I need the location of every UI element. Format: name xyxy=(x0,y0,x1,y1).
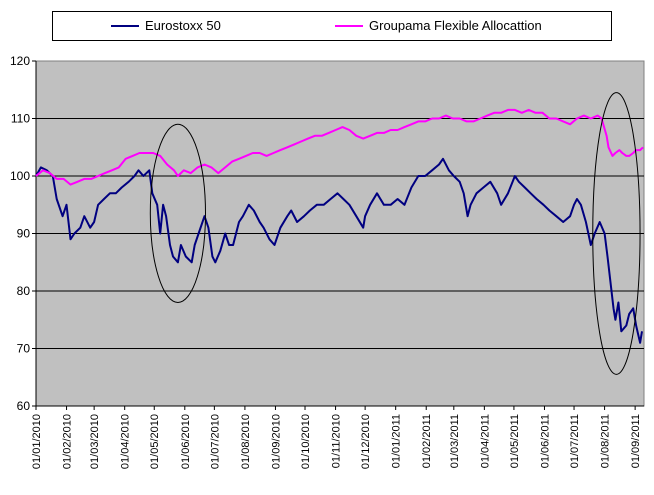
y-tick-label: 80 xyxy=(17,284,31,298)
x-tick-label: 01/09/2010 xyxy=(270,414,282,469)
chart-legend: Eurostoxx 50 Groupama Flexible Allocatti… xyxy=(52,11,612,41)
legend-label-eurostoxx: Eurostoxx 50 xyxy=(145,18,221,33)
y-tick-label: 110 xyxy=(11,112,30,126)
x-tick-label: 01/04/2011 xyxy=(479,414,491,468)
x-tick-label: 01/08/2011 xyxy=(600,414,612,468)
x-tick-label: 01/03/2010 xyxy=(89,414,101,469)
legend-swatch-groupama xyxy=(335,24,363,27)
x-tick-label: 01/03/2011 xyxy=(449,414,461,468)
legend-swatch-eurostoxx xyxy=(111,24,139,27)
legend-item-groupama: Groupama Flexible Allocattion xyxy=(335,18,542,33)
series-line-eurostoxx xyxy=(35,157,643,344)
y-tick-label: 100 xyxy=(10,169,30,183)
x-tick-label: 01/07/2011 xyxy=(569,414,581,468)
x-tick-label: 01/01/2010 xyxy=(31,414,43,469)
x-tick-label: 01/02/2011 xyxy=(421,414,433,468)
x-tick-label: 01/12/2010 xyxy=(360,414,372,469)
x-tick-label: 01/06/2010 xyxy=(180,414,192,469)
x-tick-label: 01/05/2011 xyxy=(509,414,521,468)
legend-label-groupama: Groupama Flexible Allocattion xyxy=(369,18,542,33)
y-tick-label: 70 xyxy=(17,342,31,356)
legend-item-eurostoxx: Eurostoxx 50 xyxy=(111,18,221,33)
series-line-groupama xyxy=(35,108,644,186)
y-tick-label: 60 xyxy=(17,399,31,413)
x-tick-label: 01/09/2011 xyxy=(630,414,642,468)
x-tick-label: 01/10/2010 xyxy=(300,414,312,469)
x-tick-label: 01/01/2011 xyxy=(391,414,403,468)
x-tick-label: 01/05/2010 xyxy=(149,414,161,469)
annotation-ellipse xyxy=(149,123,206,303)
x-tick-label: 01/07/2010 xyxy=(209,414,221,469)
y-tick-label: 90 xyxy=(17,227,31,241)
y-tick-label: 120 xyxy=(10,54,30,68)
x-tick-label: 01/06/2011 xyxy=(539,414,551,468)
x-tick-label: 01/08/2010 xyxy=(240,414,252,469)
x-tick-label: 01/11/2010 xyxy=(331,414,343,468)
x-tick-label: 01/04/2010 xyxy=(120,414,132,469)
annotation-ellipse xyxy=(592,92,641,375)
x-tick-label: 01/02/2010 xyxy=(62,414,74,469)
